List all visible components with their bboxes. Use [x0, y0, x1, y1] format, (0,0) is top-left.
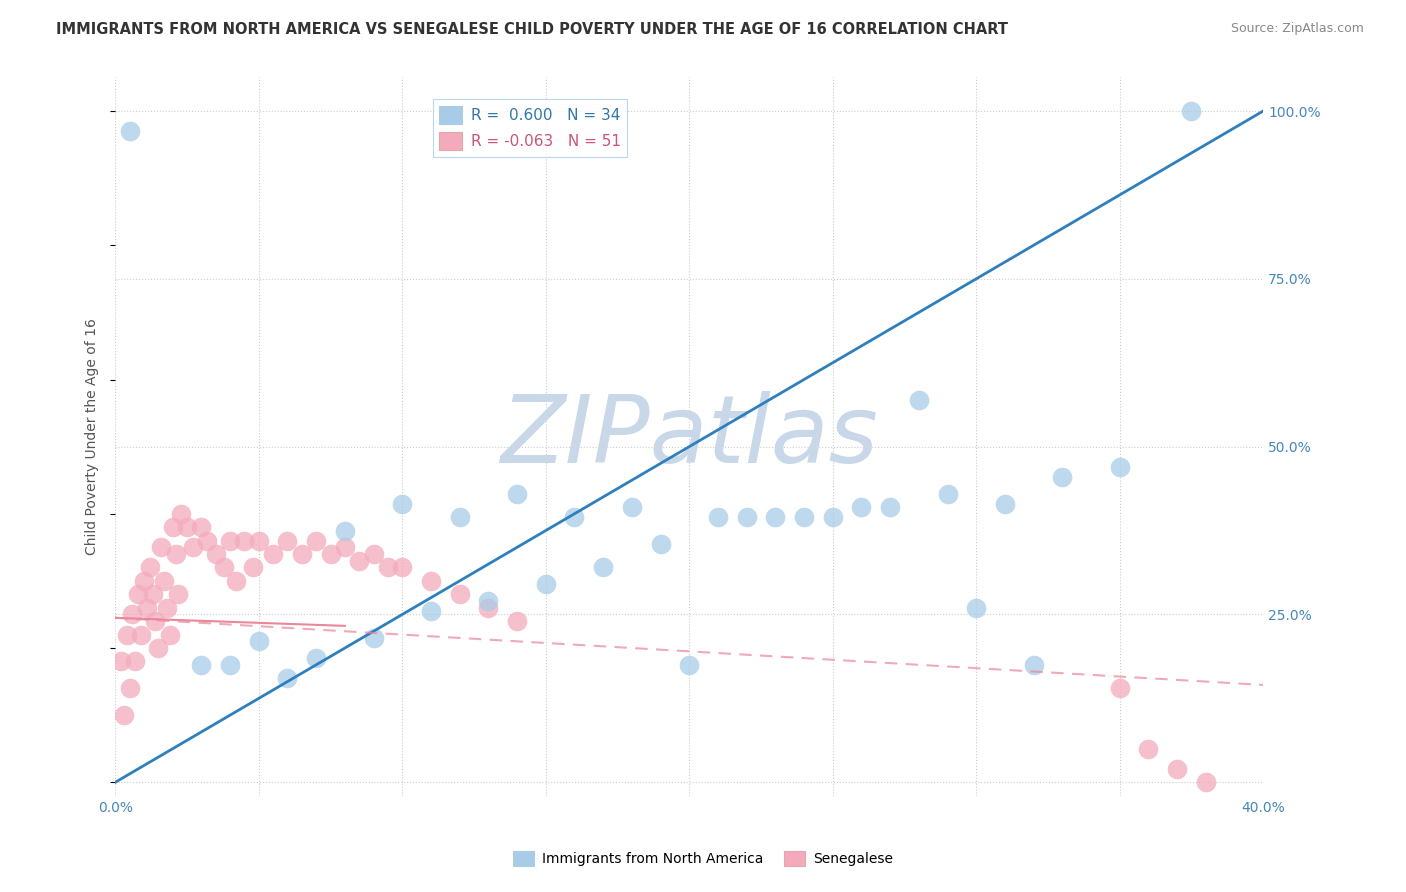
Point: [181, 541, 204, 555]
Point: [190, 657, 212, 672]
Point: [153, 574, 176, 588]
Point: [204, 547, 226, 561]
Point: [150, 541, 173, 555]
Point: [1108, 681, 1130, 696]
Point: [118, 124, 141, 138]
Point: [506, 614, 529, 628]
Point: [115, 627, 138, 641]
Point: [420, 574, 443, 588]
Point: [129, 627, 152, 641]
Point: [506, 486, 529, 500]
Point: [994, 497, 1017, 511]
Point: [112, 708, 135, 723]
Point: [247, 634, 270, 648]
Point: [449, 587, 471, 601]
Point: [242, 560, 264, 574]
Point: [319, 547, 342, 561]
Point: [162, 520, 184, 534]
Point: [124, 655, 146, 669]
Point: [1195, 775, 1218, 789]
Point: [1052, 470, 1074, 484]
Point: [908, 392, 931, 407]
Point: [879, 500, 901, 514]
Point: [763, 510, 786, 524]
Point: [620, 500, 643, 514]
Point: [127, 587, 149, 601]
Point: [135, 600, 157, 615]
Point: [363, 631, 385, 645]
Point: [936, 486, 959, 500]
Point: [363, 547, 385, 561]
Point: [347, 554, 370, 568]
Point: [391, 497, 413, 511]
Point: [1137, 741, 1160, 756]
Point: [564, 510, 586, 524]
Point: [148, 640, 170, 655]
Point: [305, 533, 328, 548]
Point: [735, 510, 758, 524]
Point: [420, 604, 443, 618]
Point: [121, 607, 143, 622]
Point: [793, 510, 815, 524]
Point: [391, 560, 413, 574]
Point: [650, 537, 672, 551]
Legend: Immigrants from North America, Senegalese: Immigrants from North America, Senegales…: [508, 846, 898, 871]
Point: [138, 560, 160, 574]
Text: ZIPatlas: ZIPatlas: [501, 391, 879, 482]
Point: [225, 574, 247, 588]
Point: [276, 533, 298, 548]
Point: [262, 547, 284, 561]
Point: [1022, 657, 1045, 672]
Point: [291, 547, 314, 561]
Point: [678, 657, 700, 672]
Point: [190, 520, 212, 534]
Y-axis label: Child Poverty Under the Age of 16: Child Poverty Under the Age of 16: [86, 318, 100, 555]
Point: [305, 651, 328, 665]
Point: [1108, 459, 1130, 474]
Legend: R =  0.600   N = 34, R = -0.063   N = 51: R = 0.600 N = 34, R = -0.063 N = 51: [433, 99, 627, 157]
Point: [167, 587, 190, 601]
Point: [1166, 762, 1188, 776]
Point: [195, 533, 218, 548]
Point: [219, 533, 242, 548]
Point: [333, 541, 356, 555]
Point: [333, 524, 356, 538]
Text: IMMIGRANTS FROM NORTH AMERICA VS SENEGALESE CHILD POVERTY UNDER THE AGE OF 16 CO: IMMIGRANTS FROM NORTH AMERICA VS SENEGAL…: [56, 22, 1008, 37]
Point: [176, 520, 198, 534]
Point: [477, 594, 499, 608]
Point: [276, 671, 298, 685]
Point: [965, 600, 987, 615]
Point: [377, 560, 399, 574]
Point: [707, 510, 730, 524]
Point: [170, 507, 193, 521]
Point: [477, 600, 499, 615]
Point: [1180, 103, 1202, 118]
Point: [449, 510, 471, 524]
Point: [214, 560, 236, 574]
Point: [821, 510, 844, 524]
Point: [592, 560, 614, 574]
Point: [110, 655, 132, 669]
Text: Source: ZipAtlas.com: Source: ZipAtlas.com: [1230, 22, 1364, 36]
Point: [142, 587, 165, 601]
Point: [132, 574, 155, 588]
Point: [247, 533, 270, 548]
Point: [534, 577, 557, 591]
Point: [145, 614, 167, 628]
Point: [165, 547, 187, 561]
Point: [159, 627, 181, 641]
Point: [233, 533, 256, 548]
Point: [156, 600, 179, 615]
Point: [851, 500, 873, 514]
Point: [219, 657, 242, 672]
Point: [118, 681, 141, 696]
